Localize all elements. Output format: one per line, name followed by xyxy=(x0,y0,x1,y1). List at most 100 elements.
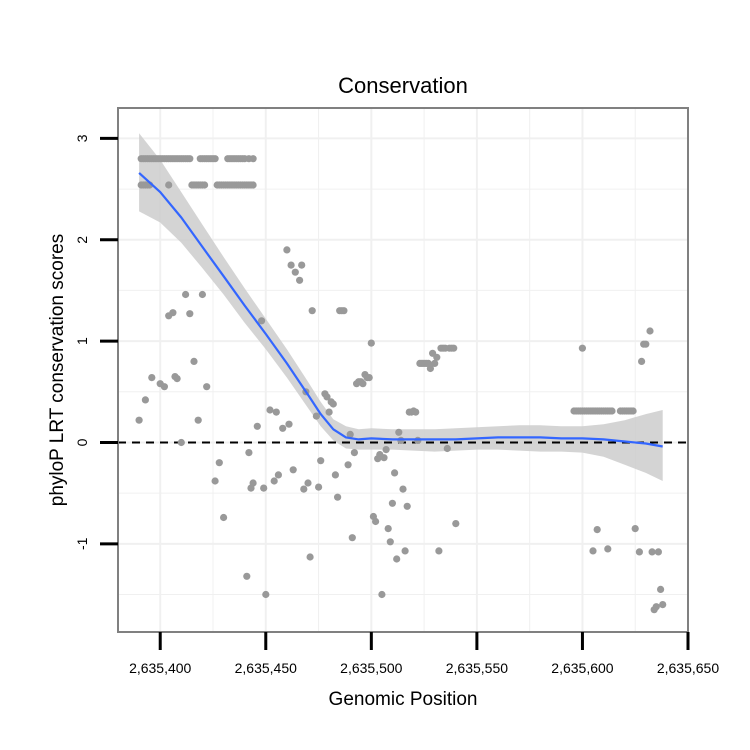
data-point xyxy=(426,364,434,373)
confidence-band-layer xyxy=(139,133,663,482)
y-tick-label: 2 xyxy=(74,236,90,244)
data-point xyxy=(433,353,441,361)
data-point xyxy=(253,422,261,430)
data-point xyxy=(388,499,396,507)
x-axis-title: Genomic Position xyxy=(329,689,478,710)
y-tick-label: -1 xyxy=(74,537,90,550)
data-point xyxy=(638,357,646,365)
plot-frame xyxy=(117,107,689,633)
data-point xyxy=(186,310,194,318)
data-point xyxy=(365,374,373,382)
data-point xyxy=(190,357,198,365)
data-point xyxy=(346,430,354,438)
x-tick-label: 2,635,500 xyxy=(340,660,402,676)
data-point xyxy=(654,548,663,556)
data-point xyxy=(629,407,637,415)
data-point xyxy=(359,380,367,388)
x-tick-label: 2,635,550 xyxy=(446,660,508,676)
data-point xyxy=(198,290,206,299)
data-point xyxy=(401,547,409,555)
data-point xyxy=(325,408,333,416)
data-point xyxy=(378,590,386,599)
data-point xyxy=(304,479,312,487)
data-point xyxy=(182,290,190,299)
data-point xyxy=(443,444,451,453)
data-point xyxy=(260,484,268,492)
data-point xyxy=(298,261,306,269)
data-point xyxy=(380,454,388,462)
data-point xyxy=(312,412,320,420)
data-point xyxy=(604,545,612,553)
data-point xyxy=(384,525,392,533)
data-point xyxy=(315,483,323,491)
data-point xyxy=(340,307,348,315)
data-point xyxy=(186,155,194,163)
data-point xyxy=(608,407,616,415)
data-point xyxy=(291,268,299,276)
y-axis: -1 0 1 2 3 xyxy=(74,134,118,550)
data-point xyxy=(589,547,597,555)
data-point xyxy=(215,459,223,467)
data-point xyxy=(642,340,650,348)
y-tick-label: 0 xyxy=(74,438,90,446)
data-point xyxy=(258,317,266,325)
data-point xyxy=(386,538,394,546)
data-point xyxy=(289,466,297,474)
data-point xyxy=(646,327,654,335)
data-point xyxy=(452,520,460,528)
data-point xyxy=(395,428,403,436)
data-point xyxy=(399,485,407,493)
data-point xyxy=(593,526,601,534)
data-point xyxy=(285,420,293,428)
data-point xyxy=(382,446,390,454)
data-point xyxy=(270,477,278,485)
data-point xyxy=(659,601,667,609)
data-point xyxy=(211,477,219,485)
data-point xyxy=(141,396,149,404)
data-point xyxy=(283,246,291,254)
data-point xyxy=(165,181,173,189)
data-point xyxy=(331,471,339,479)
y-tick-label: 3 xyxy=(74,134,90,142)
data-point xyxy=(435,547,443,555)
data-point xyxy=(249,181,257,189)
data-point xyxy=(450,344,458,352)
confidence-band xyxy=(139,133,663,482)
data-point xyxy=(148,374,156,382)
data-point xyxy=(391,469,399,477)
data-point xyxy=(431,359,439,367)
data-point xyxy=(296,276,304,284)
data-point xyxy=(262,590,270,599)
data-point xyxy=(578,344,587,352)
data-point xyxy=(247,484,255,492)
data-point xyxy=(334,493,342,501)
data-point xyxy=(243,572,251,580)
data-point xyxy=(329,400,337,408)
chart-title: Conservation xyxy=(338,73,468,98)
data-point xyxy=(287,261,295,269)
data-point xyxy=(220,513,228,522)
data-point xyxy=(393,555,401,563)
data-point xyxy=(317,457,325,465)
data-point xyxy=(323,393,331,401)
data-point xyxy=(635,548,644,556)
data-point xyxy=(173,375,181,383)
x-tick-label: 2,635,450 xyxy=(235,660,297,676)
data-point xyxy=(169,309,177,317)
x-tick-label: 2,635,400 xyxy=(129,660,191,676)
data-point xyxy=(203,383,211,391)
data-point xyxy=(412,408,420,416)
data-point xyxy=(300,485,308,493)
y-tick-label: 1 xyxy=(74,337,90,345)
data-point xyxy=(403,502,411,510)
scatter-points xyxy=(135,155,667,614)
data-point xyxy=(201,181,209,189)
smooth-line xyxy=(138,172,663,448)
data-point xyxy=(272,408,280,416)
data-point xyxy=(631,525,639,533)
data-point xyxy=(194,416,202,424)
data-point xyxy=(266,406,274,414)
data-point xyxy=(344,461,352,469)
data-point xyxy=(372,517,380,526)
